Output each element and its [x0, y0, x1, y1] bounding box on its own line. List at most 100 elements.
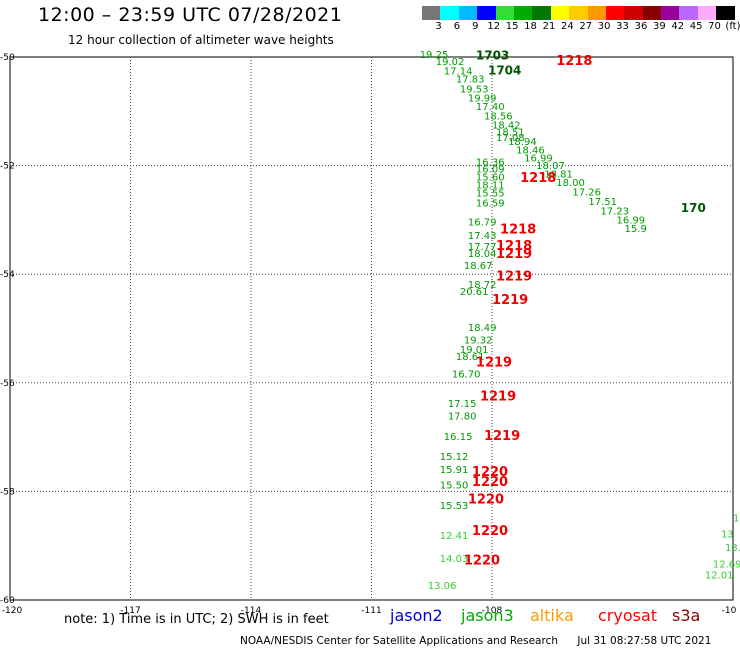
- jason3-swh-label: 15.50: [440, 481, 469, 492]
- jason3-swh-label: 17.14: [444, 66, 473, 77]
- y-tick-label: -50: [0, 53, 15, 63]
- jason3-swh-label: 13: [721, 530, 734, 541]
- wave-height-map: -120 -117 -114 -111 -108 -10 -50 -52 -54 -56 -58 -6…: [0, 49, 740, 615]
- legend-label: 3: [435, 21, 442, 32]
- legend-label: 9: [472, 21, 479, 32]
- jason3-swh-label: 14.03: [440, 554, 469, 565]
- jason3-swh-label: 18.11: [476, 180, 505, 191]
- jason3-swh-label: 17.80: [448, 412, 477, 423]
- x-tick-label: -10: [722, 606, 737, 615]
- satellite-label-jason2: jason2: [390, 606, 443, 625]
- jason3-swh-label: 15.55: [476, 189, 505, 200]
- jason3-swh-label: 17.51: [588, 197, 617, 208]
- jason3-swh-label: 19.01: [460, 345, 489, 356]
- jason3-swh-label: 18.56: [484, 111, 513, 122]
- cryosat-swh-label: 1220: [464, 554, 500, 569]
- jason3-swh-label: 18.61: [456, 352, 485, 363]
- jason3-swh-label: 1: [733, 513, 739, 524]
- jason3-swh-label: 16.59: [476, 198, 505, 209]
- jason3-swh-label: 18.67: [464, 261, 493, 272]
- jason3-swh-label: 16.09: [476, 165, 505, 176]
- legend-swatch: [513, 6, 533, 20]
- jason3-swh-label: 12.41: [440, 531, 469, 542]
- legend-label: 36: [634, 21, 648, 32]
- cryosat-swh-label: 1218: [556, 54, 592, 69]
- legend-label: 45: [689, 21, 703, 32]
- jason3-swh-label: 16.99: [617, 216, 646, 227]
- legend-swatch: [532, 6, 551, 20]
- satellite-label-cryosat: cryosat: [598, 606, 658, 625]
- jason3-swh-label: 19.53: [460, 84, 489, 95]
- cryosat-swh-label: 1220: [468, 492, 504, 507]
- satellite-label-s3a: s3a: [672, 606, 701, 625]
- legend-label: 15: [505, 21, 519, 32]
- legend-swatch: [661, 6, 680, 20]
- jason3-swh-label: 12.01: [705, 570, 734, 581]
- generated-timestamp: Jul 31 08:27:58 UTC 2021: [577, 635, 712, 647]
- y-tick-label: -54: [0, 270, 15, 280]
- jason3-swh-label: 19.32: [464, 336, 493, 347]
- jason3-swh-label: 19.99: [468, 94, 497, 105]
- legend-label: (ft): [725, 21, 740, 32]
- legend-label: 12: [487, 21, 501, 32]
- legend-swatch: [458, 6, 478, 20]
- note-text: note: 1) Time is in UTC; 2) SWH is in fe…: [64, 612, 329, 627]
- y-tick-label: -58: [0, 487, 15, 497]
- legend-swatch: [440, 6, 459, 20]
- jason3-swh-label: 17.15: [448, 399, 477, 410]
- legend-label: 42: [671, 21, 685, 32]
- jason3-swh-label: 19.25: [420, 50, 449, 61]
- legend-label: 6: [453, 21, 461, 32]
- x-tick-label: -120: [2, 606, 23, 615]
- chart-title: 12:00 – 23:59 UTC 07/28/2021: [38, 4, 343, 26]
- saral-swh-label: 1703: [476, 49, 509, 63]
- legend-label: 70: [708, 21, 721, 32]
- saral-swh-label: 170: [681, 201, 706, 215]
- jason3-swh-label: 18.49: [468, 323, 497, 334]
- legend-swatch: [624, 6, 643, 20]
- x-tick-label: -117: [120, 606, 140, 615]
- jason3-swh-label: 18.42: [492, 121, 521, 132]
- jason3-swh-label: 13.06: [428, 581, 457, 592]
- jason3-swh-label: 17.77: [468, 242, 497, 253]
- y-tick-label: -56: [0, 379, 15, 389]
- cryosat-swh-label: 1219: [496, 270, 532, 285]
- jason3-swh-label: 17.23: [600, 206, 629, 217]
- jason3-swh-label: 16.79: [468, 217, 497, 228]
- jason3-swh-label: 15.9: [625, 224, 647, 235]
- jason3-swh-label: 15.91: [440, 465, 469, 476]
- cryosat-swh-label: 1219: [480, 390, 516, 405]
- legend-label: 39: [652, 21, 666, 32]
- jason3-swh-label: 16.99: [524, 153, 553, 164]
- cryosat-swh-label: 1219: [476, 356, 512, 371]
- legend-swatch: [605, 6, 625, 20]
- jason3-swh-label: 15.53: [440, 501, 469, 512]
- jason3-swh-label: 20.61: [460, 287, 489, 298]
- satellite-label-altika: altika: [530, 606, 574, 625]
- legend-swatch: [550, 6, 570, 20]
- chart-subtitle: 12 hour collection of altimeter wave hei…: [68, 33, 334, 47]
- jason3-swh-label: 13.9: [725, 543, 740, 554]
- color-scale-legend: [422, 6, 735, 20]
- saral-swh-label: 1704: [488, 63, 521, 77]
- legend-swatch: [422, 6, 441, 20]
- legend-swatch: [679, 6, 698, 20]
- y-tick-label: -60: [0, 596, 15, 606]
- legend-swatch: [716, 6, 735, 20]
- jason3-swh-label: 16.15: [444, 432, 473, 443]
- jason3-swh-label: 18.00: [556, 178, 585, 189]
- cryosat-swh-label: 1218: [496, 239, 532, 254]
- jason3-swh-label: 12.69: [713, 559, 740, 570]
- color-scale-labels: 3 6 9 12 15 18 21 24 27 30 33 36 39 42 45 70 (ft): [422, 21, 740, 33]
- legend-swatch: [697, 6, 717, 20]
- jason3-swh-label: 17.26: [572, 187, 601, 198]
- jason3-swh-label: 19.02: [436, 57, 465, 68]
- legend-label: 18: [524, 21, 537, 32]
- cryosat-swh-label: 1219: [484, 429, 520, 444]
- jason3-swh-label: 18.07: [536, 161, 565, 172]
- y-tick-label: -52: [0, 162, 15, 172]
- legend-swatch: [569, 6, 588, 20]
- cryosat-swh-label: 1218: [500, 222, 536, 237]
- jason3-swh-label: 17.43: [468, 231, 497, 242]
- legend-label: 24: [560, 21, 574, 32]
